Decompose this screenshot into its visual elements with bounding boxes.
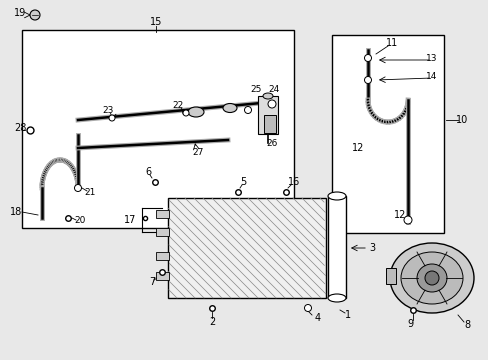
Text: 2: 2 (208, 317, 215, 327)
Ellipse shape (223, 104, 237, 113)
Text: 24: 24 (268, 85, 279, 94)
Text: 12: 12 (351, 143, 364, 153)
Text: 5: 5 (240, 177, 245, 187)
Ellipse shape (327, 294, 346, 302)
Circle shape (364, 77, 371, 84)
Circle shape (403, 216, 411, 224)
Ellipse shape (424, 271, 438, 285)
Ellipse shape (389, 243, 473, 313)
Bar (385, 268, 395, 284)
Bar (331, 35, 443, 233)
Text: 19: 19 (14, 8, 26, 18)
Text: 15: 15 (149, 17, 162, 27)
Text: 11: 11 (385, 38, 397, 48)
Bar (156, 272, 169, 280)
Circle shape (109, 115, 115, 121)
Text: 17: 17 (123, 215, 136, 225)
Text: 28: 28 (14, 123, 26, 133)
Text: 8: 8 (463, 320, 469, 330)
Text: 13: 13 (426, 54, 437, 63)
Bar (258, 96, 278, 134)
Text: 16: 16 (287, 177, 300, 187)
Text: 20: 20 (74, 216, 85, 225)
Text: 3: 3 (368, 243, 374, 253)
Bar (156, 228, 169, 236)
Text: 22: 22 (172, 100, 183, 109)
Text: 1: 1 (344, 310, 350, 320)
Bar (327, 196, 346, 298)
Ellipse shape (263, 93, 272, 99)
Text: 10: 10 (455, 115, 467, 125)
Text: 18: 18 (10, 207, 22, 217)
Text: 26: 26 (266, 139, 277, 148)
Circle shape (183, 110, 189, 116)
Bar (22, 30, 293, 228)
Ellipse shape (416, 264, 446, 292)
Bar (156, 210, 169, 218)
Ellipse shape (400, 252, 462, 304)
Text: 23: 23 (102, 105, 113, 114)
Text: 6: 6 (144, 167, 151, 177)
Circle shape (74, 185, 81, 192)
Text: 14: 14 (426, 72, 437, 81)
Text: 21: 21 (84, 188, 96, 197)
Text: 27: 27 (192, 148, 203, 157)
Ellipse shape (327, 192, 346, 200)
Text: 9: 9 (406, 319, 412, 329)
Text: 4: 4 (314, 313, 321, 323)
Bar (168, 198, 325, 298)
Bar (264, 115, 275, 133)
Text: 12: 12 (393, 210, 406, 220)
Ellipse shape (30, 10, 40, 20)
Circle shape (304, 305, 311, 311)
Text: 25: 25 (250, 85, 261, 94)
Text: 7: 7 (148, 277, 155, 287)
Circle shape (244, 107, 251, 113)
Bar (156, 252, 169, 260)
Circle shape (267, 100, 275, 108)
Ellipse shape (187, 107, 203, 117)
Circle shape (364, 54, 371, 62)
